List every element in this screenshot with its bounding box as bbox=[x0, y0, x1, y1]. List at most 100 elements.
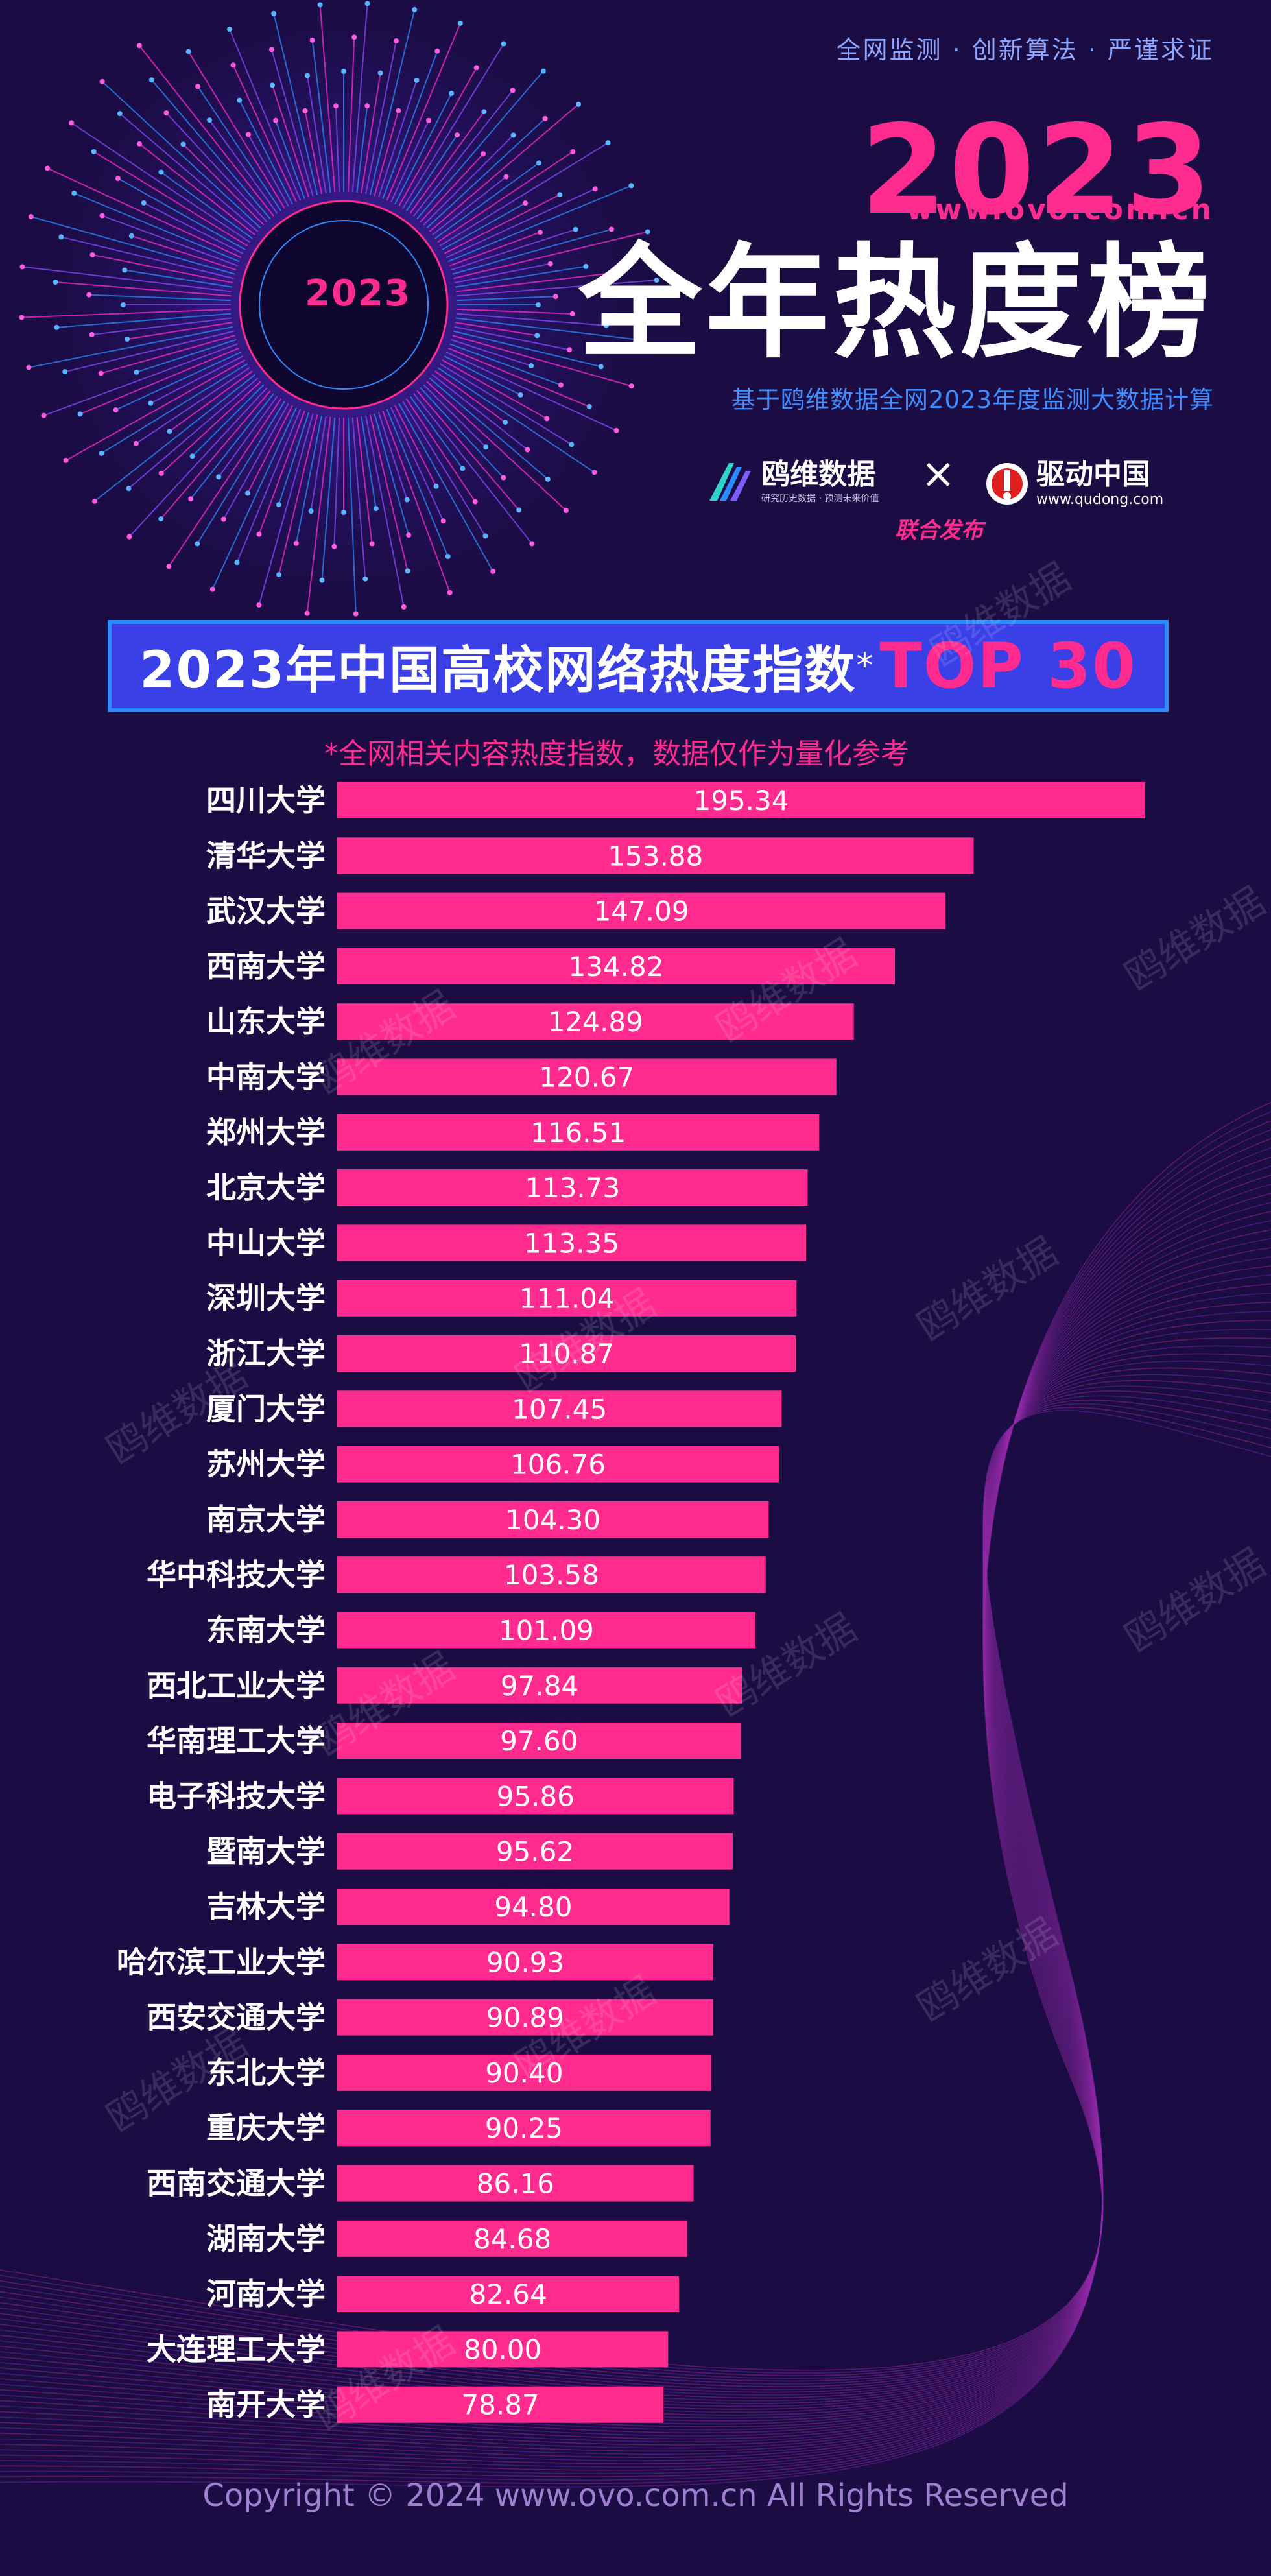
value-label: 147.09 bbox=[594, 896, 689, 927]
category-label: 东北大学 bbox=[206, 2055, 326, 2090]
value-label: 80.00 bbox=[464, 2333, 541, 2365]
category-label: 西南交通大学 bbox=[147, 2166, 326, 2201]
joint-release-label: 联合发布 bbox=[895, 518, 983, 543]
bar bbox=[337, 1833, 733, 1870]
bar bbox=[337, 2054, 711, 2091]
qudong-logo: 驱动中国 www.qudong.com bbox=[984, 459, 1163, 508]
year-title: 2023 bbox=[861, 99, 1214, 242]
bar bbox=[337, 1778, 734, 1815]
ovo-logo-name: 鸥维数据 bbox=[761, 458, 875, 491]
value-label: 104.30 bbox=[505, 1504, 600, 1536]
value-label: 113.73 bbox=[525, 1172, 620, 1204]
bar bbox=[337, 1501, 769, 1538]
bar bbox=[337, 2165, 694, 2202]
bar bbox=[337, 2331, 669, 2368]
value-label: 95.62 bbox=[496, 1836, 574, 1868]
category-label: 郑州大学 bbox=[206, 1115, 326, 1150]
bar bbox=[337, 1335, 796, 1372]
bar bbox=[337, 2276, 680, 2313]
bar bbox=[337, 1723, 741, 1759]
ovo-logo-tagline: 研究历史数据 · 预测未来价值 bbox=[761, 494, 879, 504]
bar bbox=[337, 2110, 711, 2147]
category-label: 暨南大学 bbox=[206, 1834, 326, 1869]
value-label: 120.67 bbox=[539, 1062, 634, 1093]
subtitle: 基于鸥维数据全网2023年度监测大数据计算 bbox=[731, 386, 1214, 414]
qudong-logo-url: www.qudong.com bbox=[1036, 492, 1164, 508]
category-label: 浙江大学 bbox=[206, 1336, 326, 1371]
bar bbox=[337, 1612, 755, 1649]
value-label: 86.16 bbox=[477, 2168, 554, 2200]
chart-title-banner: 2023年中国高校网络热度指数 * TOP 30 bbox=[108, 620, 1169, 712]
site-url[interactable]: www.ovo.com.cn bbox=[907, 193, 1214, 226]
category-label: 吉林大学 bbox=[206, 1889, 326, 1924]
chart-title: 2023年中国高校网络热度指数 bbox=[139, 641, 857, 700]
top-badge: TOP 30 bbox=[879, 630, 1137, 702]
category-label: 电子科技大学 bbox=[147, 1778, 326, 1813]
bar bbox=[337, 1390, 782, 1427]
category-label: 哈尔滨工业大学 bbox=[117, 1944, 326, 1979]
category-label: 河南大学 bbox=[206, 2276, 326, 2311]
chart-note: *全网相关内容热度指数，数据仅作为量化参考 bbox=[324, 737, 909, 770]
category-label: 重庆大学 bbox=[206, 2110, 326, 2145]
bar bbox=[337, 1889, 730, 1925]
value-label: 94.80 bbox=[494, 1891, 572, 1923]
value-label: 107.45 bbox=[512, 1393, 607, 1425]
bar bbox=[337, 1058, 837, 1095]
value-label: 101.09 bbox=[499, 1615, 594, 1647]
bar bbox=[337, 2386, 664, 2423]
bar bbox=[337, 1114, 820, 1151]
ovo-logo: 鸥维数据 研究历史数据 · 预测未来价值 bbox=[709, 459, 879, 505]
bar bbox=[337, 1556, 766, 1593]
bar bbox=[337, 1003, 854, 1040]
value-label: 90.93 bbox=[486, 1946, 564, 1978]
category-label: 苏州大学 bbox=[206, 1447, 326, 1482]
category-label: 湖南大学 bbox=[206, 2221, 326, 2256]
category-label: 四川大学 bbox=[206, 783, 326, 818]
value-label: 106.76 bbox=[510, 1449, 606, 1481]
category-label: 西南大学 bbox=[206, 949, 326, 984]
value-label: 78.87 bbox=[461, 2389, 539, 2421]
bar bbox=[337, 1280, 797, 1317]
value-label: 97.84 bbox=[501, 1670, 578, 1702]
value-label: 95.86 bbox=[497, 1780, 575, 1812]
bar bbox=[337, 892, 946, 929]
value-label: 153.88 bbox=[608, 840, 703, 872]
bar bbox=[337, 782, 1145, 818]
value-label: 134.82 bbox=[568, 951, 663, 983]
value-label: 90.25 bbox=[485, 2112, 563, 2144]
category-label: 西北工业大学 bbox=[147, 1668, 326, 1703]
title-asterisk: * bbox=[856, 647, 873, 686]
ovo-mark-icon bbox=[709, 463, 751, 501]
qudong-logo-name: 驱动中国 bbox=[1036, 458, 1150, 491]
category-label: 北京大学 bbox=[206, 1170, 326, 1205]
bar bbox=[337, 1224, 807, 1261]
value-label: 90.40 bbox=[485, 2057, 563, 2089]
category-label: 厦门大学 bbox=[206, 1391, 326, 1426]
badge-year: 2023 bbox=[305, 272, 411, 315]
bar-chart: 四川大学 195.34 清华大学 153.88 武汉大学 147.09 西南大学 134.82… bbox=[117, 782, 1145, 2423]
category-label: 华中科技大学 bbox=[147, 1557, 326, 1592]
qudong-mark-icon bbox=[986, 462, 1028, 505]
value-label: 82.64 bbox=[469, 2278, 547, 2310]
category-label: 深圳大学 bbox=[206, 1281, 326, 1316]
bar bbox=[337, 2220, 688, 2257]
page-title: 全年热度榜 bbox=[578, 232, 1214, 375]
category-label: 西安交通大学 bbox=[147, 2000, 326, 2035]
category-label: 中山大学 bbox=[206, 1225, 326, 1260]
category-label: 山东大学 bbox=[206, 1004, 326, 1039]
category-label: 清华大学 bbox=[206, 838, 326, 873]
value-label: 124.89 bbox=[548, 1006, 643, 1038]
bar bbox=[337, 837, 974, 874]
copyright-footer: Copyright © 2024 www.ovo.com.cn All Righ… bbox=[202, 2477, 1069, 2514]
value-label: 111.04 bbox=[519, 1283, 615, 1315]
bar bbox=[337, 1944, 714, 1981]
value-label: 113.35 bbox=[524, 1227, 619, 1259]
category-label: 大连理工大学 bbox=[147, 2332, 326, 2367]
bar bbox=[337, 948, 895, 984]
value-label: 84.68 bbox=[473, 2223, 551, 2255]
category-label: 东南大学 bbox=[206, 1613, 326, 1648]
tagline: 全网监测 · 创新算法 · 严谨求证 bbox=[836, 36, 1214, 64]
value-label: 110.87 bbox=[519, 1338, 614, 1370]
category-label: 南京大学 bbox=[206, 1502, 326, 1537]
